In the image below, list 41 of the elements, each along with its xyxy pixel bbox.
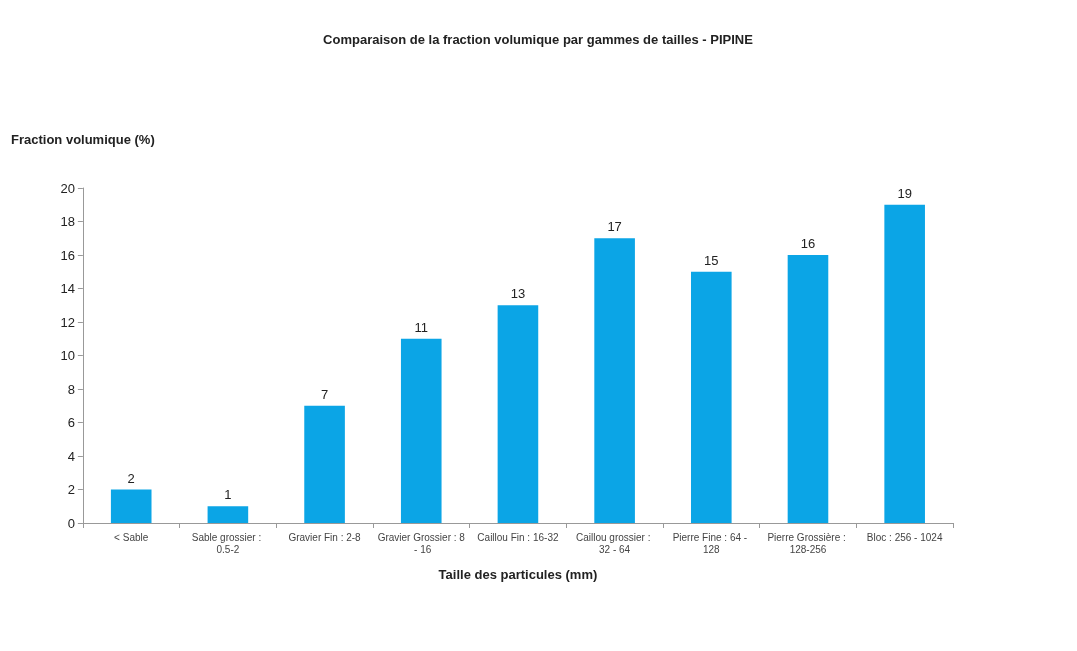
y-tick-label: 16 (60, 247, 75, 263)
chart-title: Comparaison de la fraction volumique par gammes de tailles - PIPINE (323, 32, 754, 47)
data-label: 16 (800, 236, 816, 251)
x-tick-label: Pierre Fine : 64 - 128 (672, 531, 750, 555)
x-tick-label: Pierre Grossière : 128-256 (767, 531, 849, 555)
bar (304, 405, 345, 523)
bar (690, 271, 732, 523)
data-label: 13 (510, 286, 526, 302)
bar (400, 338, 442, 523)
x-tick-label: Gravier Grossier : 8 - 16 (377, 531, 466, 555)
y-tick-label: 6 (67, 415, 75, 430)
x-tick-label: Caillou Fin : 16-32 (477, 531, 559, 543)
x-tick-label: Bloc : 256 - 1024 (866, 531, 943, 543)
data-label: 15 (704, 252, 719, 268)
y-tick-label: 20 (60, 180, 75, 196)
data-label: 11 (414, 319, 428, 335)
y-tick-label: 18 (60, 214, 75, 229)
y-tick-label: 2 (67, 482, 75, 497)
bar (110, 489, 152, 523)
bar (787, 255, 829, 523)
data-label: 2 (127, 470, 135, 486)
y-tick-label: 4 (67, 448, 75, 464)
y-tick-label: 14 (60, 281, 75, 296)
x-tick-label: Sable grossier : 0.5-2 (191, 531, 265, 555)
y-tick-label: 8 (67, 381, 75, 397)
y-tick-label: 12 (60, 314, 75, 330)
y-axis-title: Fraction volumique (%) (11, 131, 155, 147)
data-label: 19 (897, 185, 912, 201)
bar (207, 506, 249, 523)
y-tick-label: 10 (60, 348, 75, 363)
bar (884, 204, 925, 523)
x-tick-label: < Sable (114, 531, 149, 543)
data-label: 17 (607, 219, 622, 235)
data-label: 7 (320, 386, 329, 402)
x-tick-label: Caillou grossier : 32 - 64 (575, 531, 654, 555)
y-tick-label: 0 (67, 515, 75, 531)
x-axis-title: Taille des particules (mm) (438, 567, 598, 582)
bar (497, 305, 539, 523)
bar (594, 238, 635, 523)
x-tick-label: Gravier Fin : 2-8 (288, 531, 362, 543)
data-label: 1 (224, 487, 232, 503)
